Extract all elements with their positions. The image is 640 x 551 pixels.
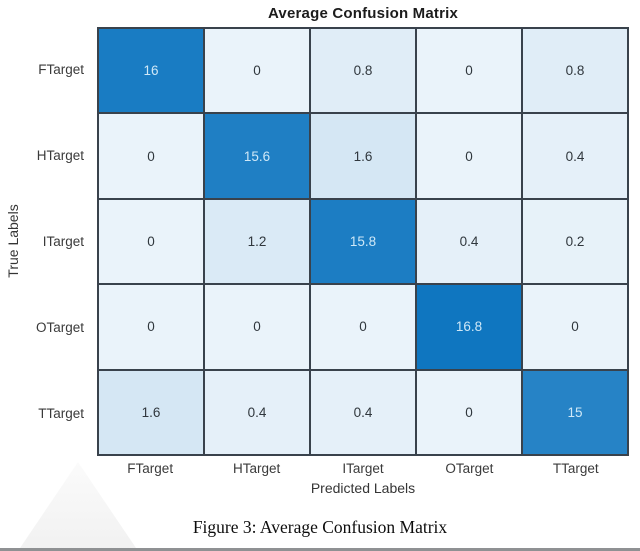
y-tick-label: HTarget [36, 148, 84, 164]
matrix-cell: 16.8 [417, 285, 521, 369]
matrix-cell: 15.6 [205, 114, 309, 198]
matrix-cell: 0.4 [311, 370, 415, 454]
figure-caption: Figure 3: Average Confusion Matrix [192, 517, 448, 537]
matrix-cell: 0 [99, 285, 203, 369]
x-tick-label: OTarget [445, 461, 494, 476]
matrix-cell: 0.4 [417, 199, 521, 284]
matrix-cell: 0.8 [311, 29, 415, 113]
x-tick-label: FTarget [127, 461, 174, 476]
matrix-cell: 15.8 [311, 199, 415, 284]
page-edge-strip [0, 548, 640, 551]
matrix-cell: 0 [205, 285, 309, 369]
matrix-cell: 0.8 [523, 29, 627, 113]
matrix-cell: 0 [99, 199, 203, 284]
matrix-cell: 15 [523, 370, 627, 454]
confusion-matrix-grid: 16 0 0.8 0 0.8 0 15.6 1.6 0 0.4 0 1.2 15.8 0.4 0.2 0 0 0 1… [97, 27, 629, 456]
matrix-cell: 0 [523, 285, 627, 369]
x-axis-tick-labels: FTarget HTarget ITarget OTarget TTarget [97, 461, 629, 476]
y-tick-label: ITarget [42, 233, 84, 249]
matrix-cell: 0 [417, 370, 521, 454]
y-tick-label: FTarget [38, 62, 84, 78]
matrix-cell: 0 [311, 285, 415, 369]
matrix-cell: 1.6 [311, 114, 415, 198]
y-axis-tick-labels: FTarget HTarget ITarget OTarget TTarget [0, 27, 91, 456]
chart-title: Average Confusion Matrix [267, 5, 459, 22]
matrix-cell: 0 [205, 29, 309, 113]
y-tick-label: OTarget [35, 319, 84, 335]
x-tick-label: HTarget [232, 461, 281, 476]
x-tick-label: ITarget [342, 461, 384, 476]
matrix-cell: 16 [99, 29, 203, 113]
matrix-cell: 0 [99, 114, 203, 198]
matrix-cell: 0.2 [523, 199, 627, 284]
x-axis-label: Predicted Labels [310, 480, 416, 496]
matrix-cell: 1.6 [99, 370, 203, 454]
x-tick-label: TTarget [552, 461, 599, 476]
matrix-cell: 0.4 [205, 370, 309, 454]
matrix-cell: 0.4 [523, 114, 627, 198]
matrix-cell: 0 [417, 114, 521, 198]
matrix-cell: 0 [417, 29, 521, 113]
y-tick-label: TTarget [38, 405, 84, 421]
matrix-cell: 1.2 [205, 199, 309, 284]
